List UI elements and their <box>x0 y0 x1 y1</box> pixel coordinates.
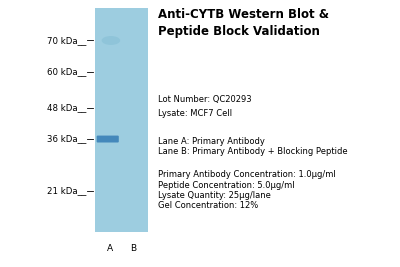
Text: 48 kDa__: 48 kDa__ <box>47 103 86 112</box>
Text: Lysate: MCF7 Cell: Lysate: MCF7 Cell <box>158 109 232 118</box>
Text: 36 kDa__: 36 kDa__ <box>47 135 86 144</box>
Text: 60 kDa__: 60 kDa__ <box>47 67 86 76</box>
Text: A: A <box>107 244 113 253</box>
Ellipse shape <box>102 36 120 45</box>
Text: Lysate Quantity: 25µg/lane: Lysate Quantity: 25µg/lane <box>158 191 271 200</box>
Text: 21 kDa__: 21 kDa__ <box>47 186 86 195</box>
Bar <box>95 8 148 232</box>
Text: Primary Antibody Concentration: 1.0µg/ml: Primary Antibody Concentration: 1.0µg/ml <box>158 170 336 179</box>
Text: B: B <box>130 244 136 253</box>
FancyBboxPatch shape <box>97 136 119 143</box>
Text: Lane A: Primary Antibody: Lane A: Primary Antibody <box>158 137 265 146</box>
Text: Peptide Concentration: 5.0µg/ml: Peptide Concentration: 5.0µg/ml <box>158 180 295 190</box>
Text: Lot Number: QC20293: Lot Number: QC20293 <box>158 95 252 104</box>
Text: 70 kDa__: 70 kDa__ <box>47 36 86 45</box>
Text: Lane B: Primary Antibody + Blocking Peptide: Lane B: Primary Antibody + Blocking Pept… <box>158 147 348 156</box>
Text: Gel Concentration: 12%: Gel Concentration: 12% <box>158 202 258 210</box>
Text: Anti-CYTB Western Blot &
Peptide Block Validation: Anti-CYTB Western Blot & Peptide Block V… <box>158 8 329 38</box>
